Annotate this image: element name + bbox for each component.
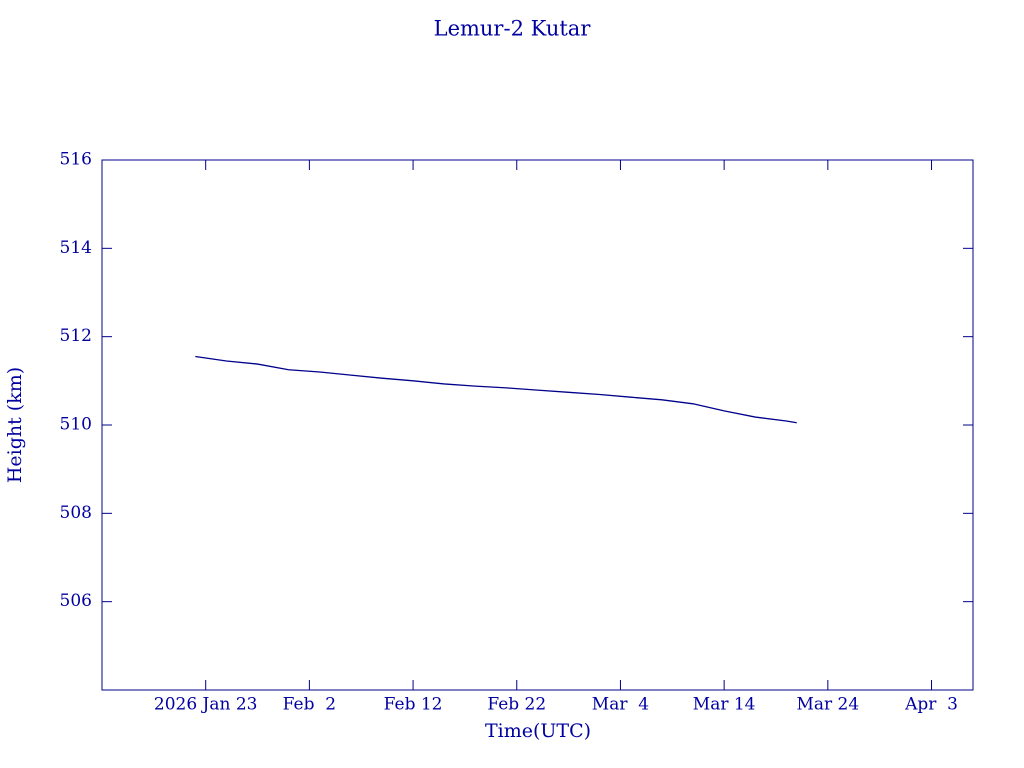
x-tick-label: Feb 22 (487, 695, 546, 715)
y-tick-label: 516 (60, 150, 92, 170)
x-tick-label: Mar 4 (592, 695, 649, 715)
x-tick-label: Mar 14 (693, 695, 756, 715)
x-tick-label: Feb 12 (384, 695, 443, 715)
chart-title: Lemur-2 Kutar (434, 17, 592, 41)
x-axis-label: Time(UTC) (485, 720, 591, 742)
x-tick-label: Apr 3 (904, 695, 958, 715)
x-tick-label: Mar 24 (796, 695, 859, 715)
x-tick-label: Feb 2 (283, 695, 336, 715)
data-line (195, 355, 797, 424)
y-axis-label: Height (km) (4, 367, 26, 483)
y-tick-label: 514 (60, 238, 92, 258)
y-tick-label: 506 (60, 591, 92, 611)
x-tick-label: 2026 Jan 23 (154, 695, 258, 715)
y-tick-label: 510 (60, 415, 92, 435)
y-tick-label: 508 (60, 503, 92, 523)
plot-frame (101, 159, 974, 691)
y-tick-label: 512 (60, 326, 92, 346)
